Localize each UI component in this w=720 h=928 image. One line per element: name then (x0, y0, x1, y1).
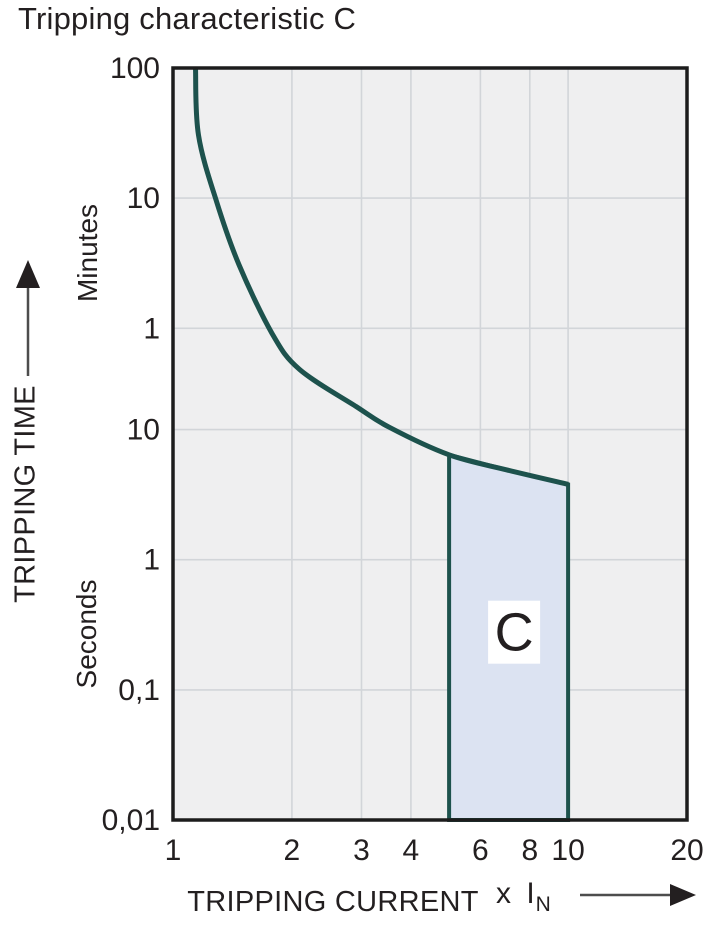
y-axis-unit-seconds: Seconds (71, 579, 102, 689)
y-tick-label: 100 (110, 52, 160, 85)
y-tick-label: 0,1 (118, 674, 160, 707)
y-axis-up-arrow-icon (16, 260, 40, 376)
y-tick-label: 0,01 (102, 804, 160, 837)
y-tick-label: 1 (143, 544, 160, 577)
y-axis-unit-minutes: Minutes (72, 203, 103, 303)
x-tick-label: 20 (670, 834, 703, 867)
y-tick-label: 10 (127, 414, 160, 447)
plot-border (171, 66, 689, 822)
tripping-curve (193, 67, 569, 487)
x-axis-unit-subscript: N (535, 893, 551, 916)
chart-title: Tripping characteristic C (18, 1, 357, 36)
x-tick-label: 8 (521, 834, 538, 867)
region-c-label-bg (488, 600, 541, 664)
y-tick-label: 10 (127, 182, 160, 215)
x-tick-label: 10 (551, 834, 584, 867)
plot-area (173, 68, 687, 820)
y-axis-title: TRIPPING TIME (9, 385, 42, 603)
x-axis-unit-text: x I (496, 877, 535, 910)
x-axis-title: TRIPPING CURRENT (187, 886, 479, 918)
x-axis-right-arrow-icon (580, 884, 696, 906)
x-tick-label: 6 (472, 834, 489, 867)
y-tick-label: 1 (143, 312, 160, 345)
region-c-label: C (495, 603, 534, 663)
x-tick-label: 3 (353, 834, 370, 867)
x-tick-label: 2 (284, 834, 301, 867)
x-tick-label: 1 (165, 834, 182, 867)
x-tick-label: 4 (403, 834, 420, 867)
x-axis-unit: x IN (496, 877, 551, 916)
